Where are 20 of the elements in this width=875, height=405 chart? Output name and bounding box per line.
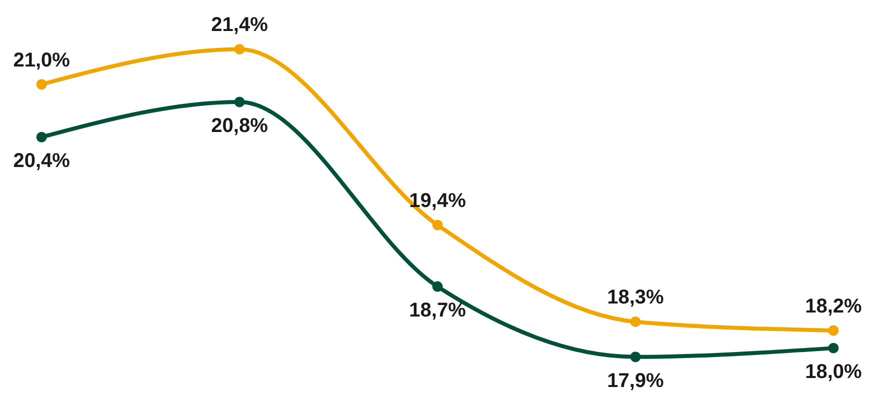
- data-label: 21,0%: [13, 49, 70, 72]
- point: [828, 342, 839, 354]
- point: [630, 316, 641, 327]
- point: [234, 96, 245, 108]
- point: [630, 352, 641, 362]
- data-label: 19,4%: [409, 190, 466, 212]
- point: [432, 281, 443, 292]
- data-label: 18,0%: [805, 361, 862, 384]
- data-label: 18,2%: [805, 295, 862, 318]
- point: [36, 79, 47, 90]
- point: [36, 132, 47, 142]
- data-label: 18,3%: [607, 286, 664, 309]
- data-label: 17,9%: [607, 370, 664, 392]
- point: [432, 220, 443, 230]
- data-label: 20,8%: [211, 114, 268, 137]
- data-label: 20,4%: [13, 150, 70, 172]
- point: [828, 325, 839, 336]
- data-label: 21,4%: [211, 14, 268, 36]
- data-label: 18,7%: [409, 300, 466, 322]
- point: [234, 44, 245, 54]
